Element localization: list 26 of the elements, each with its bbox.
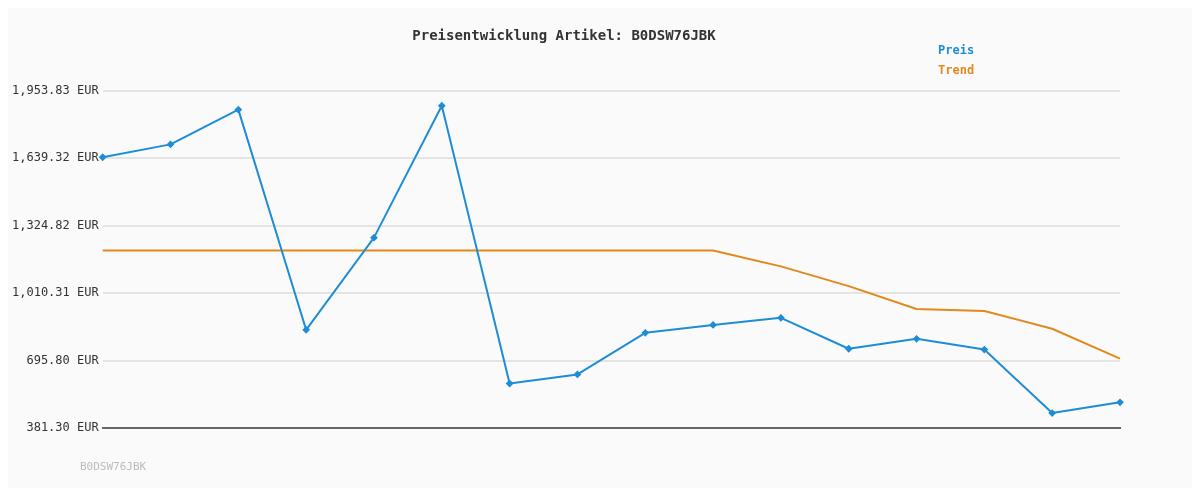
point (438, 102, 446, 110)
y-tick-label: 1,639.32 EUR (11, 150, 100, 165)
text: Preis (938, 42, 975, 59)
y-tick-label: 1,324.82 EUR (11, 217, 100, 232)
point (980, 346, 988, 354)
point (99, 153, 107, 161)
point (1048, 409, 1056, 417)
point (506, 379, 514, 387)
point (302, 326, 310, 334)
text: B0DSW76JBK (80, 460, 147, 473)
y-tick-label: 1,010.31 EUR (11, 285, 100, 300)
chart-title: Preisentwicklung Artikel: B0DSW76JBK (412, 27, 717, 44)
text: Trend (938, 62, 975, 79)
y-tick-label: 695.80 EUR (26, 352, 100, 367)
point (641, 329, 649, 337)
point (1116, 398, 1124, 406)
point (167, 140, 175, 148)
point (573, 370, 581, 378)
y-tick-label: 381.30 EUR (26, 420, 100, 435)
point (913, 335, 921, 343)
point (777, 314, 785, 322)
point (234, 106, 242, 114)
y-tick-label: 1,953.83 EUR (11, 82, 100, 97)
point (845, 345, 853, 353)
point (709, 321, 717, 329)
point (370, 234, 378, 242)
